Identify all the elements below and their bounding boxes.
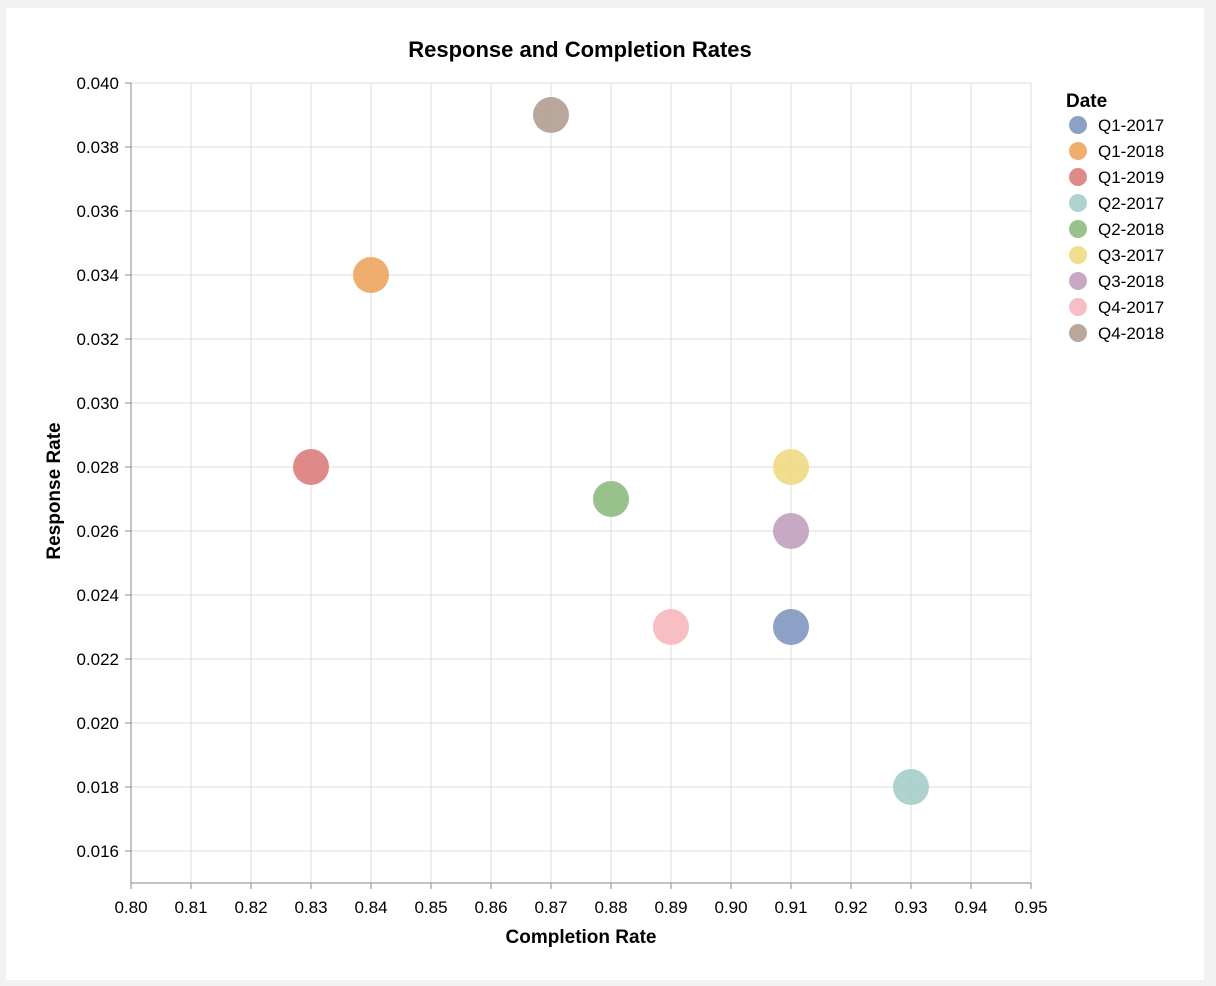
y-tick-label: 0.038 — [76, 138, 119, 157]
legend-label-q2-2018: Q2-2018 — [1098, 220, 1164, 239]
legend-label-q3-2017: Q3-2017 — [1098, 246, 1164, 265]
legend-swatch-q1-2017 — [1069, 116, 1087, 134]
x-tick-label: 0.81 — [174, 898, 207, 917]
x-axis-title: Completion Rate — [506, 927, 657, 948]
x-tick-label: 0.82 — [234, 898, 267, 917]
legend-swatch-q3-2017 — [1069, 246, 1087, 264]
legend-swatch-q4-2018 — [1069, 324, 1087, 342]
x-tick-label: 0.88 — [594, 898, 627, 917]
data-point-q1-2018 — [353, 257, 389, 293]
legend-title: Date — [1066, 91, 1107, 112]
data-point-q1-2017 — [773, 609, 809, 645]
legend-swatch-q1-2018 — [1069, 142, 1087, 160]
data-point-q2-2018 — [593, 481, 629, 517]
legend-label-q1-2019: Q1-2019 — [1098, 168, 1164, 187]
x-tick-label: 0.90 — [714, 898, 747, 917]
data-point-q1-2019 — [293, 449, 329, 485]
data-point-q3-2017 — [773, 449, 809, 485]
x-tick-label: 0.86 — [474, 898, 507, 917]
y-tick-label: 0.018 — [76, 778, 119, 797]
legend-label-q4-2017: Q4-2017 — [1098, 298, 1164, 317]
x-tick-label: 0.84 — [354, 898, 387, 917]
y-axis-title: Response Rate — [44, 422, 65, 559]
data-points — [293, 97, 929, 805]
legend-label-q1-2017: Q1-2017 — [1098, 116, 1164, 135]
x-tick-label: 0.92 — [834, 898, 867, 917]
legend-swatch-q2-2017 — [1069, 194, 1087, 212]
legend-label-q1-2018: Q1-2018 — [1098, 142, 1164, 161]
legend-label-q4-2018: Q4-2018 — [1098, 324, 1164, 343]
scatter-chart: Response and Completion Rates 0.80 0.81 0.… — [44, 37, 1164, 948]
y-tick-label: 0.016 — [76, 842, 119, 861]
legend-swatch-q4-2017 — [1069, 298, 1087, 316]
data-point-q2-2017 — [893, 769, 929, 805]
chart-title: Response and Completion Rates — [408, 37, 752, 62]
y-tick-label: 0.020 — [76, 714, 119, 733]
x-tick-label: 0.80 — [114, 898, 147, 917]
x-tick-label: 0.95 — [1014, 898, 1047, 917]
y-tick-label: 0.022 — [76, 650, 119, 669]
x-tick-label: 0.94 — [954, 898, 987, 917]
legend-label-q2-2017: Q2-2017 — [1098, 194, 1164, 213]
legend: Date Q1-2017 Q1-2018 Q1-2019 Q2-2017 Q2-2018… — [1066, 91, 1164, 343]
x-tick-label: 0.89 — [654, 898, 687, 917]
y-tick-label: 0.030 — [76, 394, 119, 413]
x-tick-label: 0.91 — [774, 898, 807, 917]
chart-card: Response and Completion Rates 0.80 0.81 0.… — [6, 8, 1204, 980]
y-tick-label: 0.024 — [76, 586, 119, 605]
axes: 0.80 0.81 0.82 0.83 0.84 0.85 0.86 0.87 0.88 0.89… — [76, 74, 1047, 917]
data-point-q4-2017 — [653, 609, 689, 645]
grid — [130, 82, 1032, 883]
y-tick-label: 0.032 — [76, 330, 119, 349]
legend-swatch-q1-2019 — [1069, 168, 1087, 186]
y-tick-label: 0.040 — [76, 74, 119, 93]
x-tick-label: 0.93 — [894, 898, 927, 917]
legend-label-q3-2018: Q3-2018 — [1098, 272, 1164, 291]
y-tick-label: 0.034 — [76, 266, 119, 285]
y-tick-label: 0.028 — [76, 458, 119, 477]
y-tick-label: 0.026 — [76, 522, 119, 541]
legend-swatch-q2-2018 — [1069, 220, 1087, 238]
legend-swatch-q3-2018 — [1069, 272, 1087, 290]
y-tick-label: 0.036 — [76, 202, 119, 221]
data-point-q4-2018 — [533, 97, 569, 133]
x-tick-label: 0.83 — [294, 898, 327, 917]
x-tick-label: 0.87 — [534, 898, 567, 917]
data-point-q3-2018 — [773, 513, 809, 549]
x-tick-label: 0.85 — [414, 898, 447, 917]
